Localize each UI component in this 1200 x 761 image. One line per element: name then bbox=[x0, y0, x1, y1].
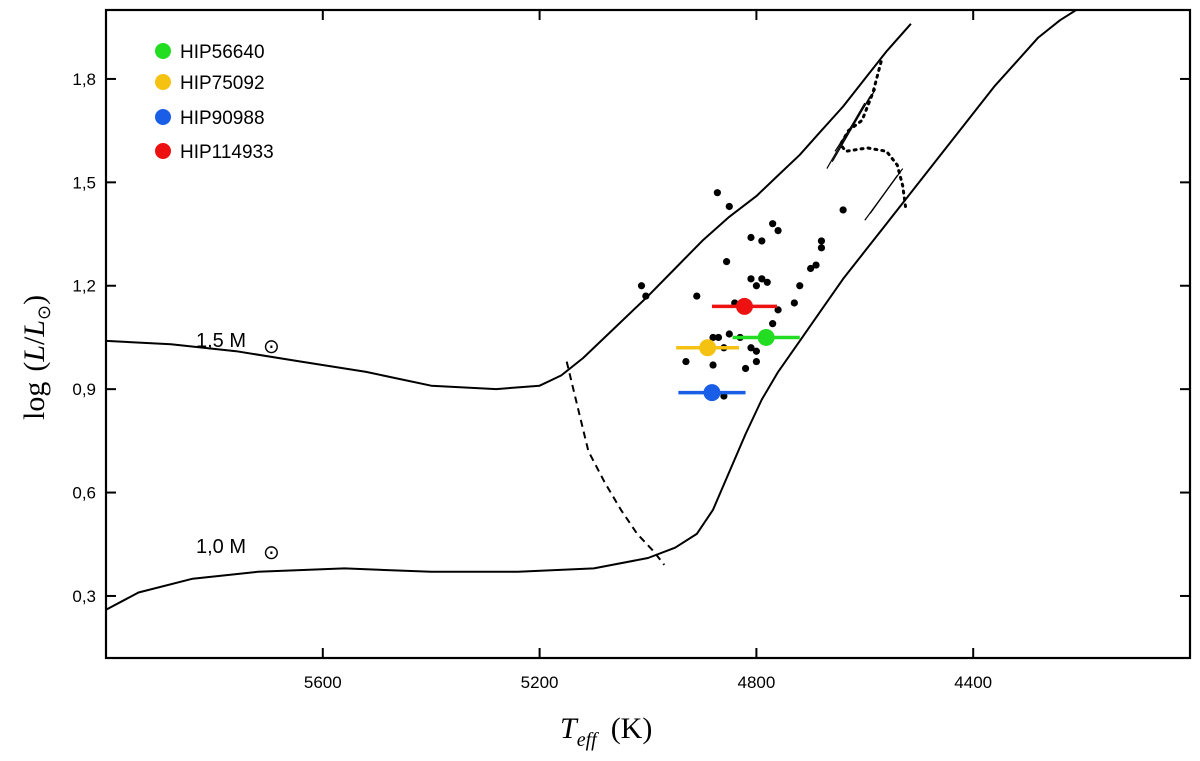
star-point-hip90988 bbox=[703, 384, 721, 402]
star-point-hip75092 bbox=[699, 339, 717, 357]
sample-star-point bbox=[682, 357, 690, 366]
star-hip114933 bbox=[711, 297, 777, 315]
star-point-hip114933 bbox=[735, 297, 753, 315]
y-tick-label: 0,9 bbox=[72, 380, 96, 399]
plot-frame bbox=[104, 8, 1192, 660]
legend-label-hip90988: HIP90988 bbox=[180, 108, 265, 129]
legend-item-hip56640: HIP56640 bbox=[155, 42, 265, 63]
track-label-1-0-text: 1,0 M bbox=[196, 536, 246, 558]
y-axis-title-close-paren: ) bbox=[18, 295, 51, 305]
track-label-1-0: 1,0 M ⊙ bbox=[196, 536, 280, 564]
sample-star-point bbox=[807, 264, 815, 273]
sample-star-point bbox=[725, 330, 733, 338]
sample-star-point bbox=[752, 282, 761, 290]
sample-star-point bbox=[817, 237, 826, 245]
x-tick-label: 5200 bbox=[521, 673, 559, 692]
x-axis-title-subscript: eff bbox=[577, 729, 599, 751]
y-axis-title-denominator: L bbox=[18, 320, 51, 338]
overlay-lower-thin-2 bbox=[869, 175, 898, 214]
sample-star-point bbox=[713, 189, 721, 197]
sample-star-point bbox=[796, 282, 804, 290]
y-axis-title-func: log bbox=[18, 382, 51, 420]
sample-star-point bbox=[642, 292, 650, 300]
sample-star-point bbox=[763, 278, 771, 286]
star-hip75092 bbox=[676, 339, 740, 357]
sample-star-point bbox=[774, 226, 782, 235]
star-hip90988 bbox=[678, 384, 746, 402]
legend-item-hip75092: HIP75092 bbox=[155, 73, 265, 94]
y-tick-label: 1,2 bbox=[72, 277, 96, 296]
sample-star-point bbox=[758, 275, 766, 283]
star-hip56640 bbox=[732, 328, 800, 346]
plot-area bbox=[106, 10, 1079, 611]
y-axis-title-numerator: L bbox=[18, 345, 51, 363]
x-tick-label: 5600 bbox=[304, 673, 342, 692]
legend-item-hip114933: HIP114933 bbox=[155, 142, 274, 163]
sample-star-point bbox=[637, 282, 646, 290]
y-axis-title: log(L/L⊙) bbox=[18, 295, 54, 420]
sample-star-point bbox=[747, 275, 755, 283]
x-tick-label: 4800 bbox=[737, 673, 775, 692]
legend-item-hip90988: HIP90988 bbox=[155, 108, 265, 129]
sample-star-point bbox=[812, 261, 820, 269]
legend-label-hip56640: HIP56640 bbox=[180, 42, 265, 63]
x-tick-label: 4400 bbox=[954, 673, 992, 692]
legend-marker-hip114933 bbox=[155, 143, 171, 159]
sample-star-point bbox=[709, 361, 717, 369]
legend: HIP56640 HIP75092 HIP90988 HIP114933 bbox=[155, 42, 274, 163]
highlighted-stars bbox=[676, 297, 800, 402]
track-label-1-0-sun-symbol: ⊙ bbox=[263, 542, 280, 564]
sample-star-point bbox=[714, 333, 723, 342]
sample-star-point bbox=[790, 299, 798, 307]
evolutionary-tracks bbox=[106, 10, 1079, 611]
sample-star-point bbox=[747, 344, 755, 352]
track-label-1-5-sun-symbol: ⊙ bbox=[263, 336, 280, 358]
track-label-1-5-text: 1,5 M bbox=[196, 330, 246, 352]
y-tick-label: 1,5 bbox=[72, 173, 96, 192]
y-axis-title-sun-symbol: ⊙ bbox=[34, 305, 54, 320]
track-label-1-5: 1,5 M ⊙ bbox=[196, 330, 280, 358]
sample-star-point bbox=[693, 292, 701, 300]
sample-star-point bbox=[839, 206, 847, 214]
legend-label-hip75092: HIP75092 bbox=[180, 73, 265, 94]
sample-star-point bbox=[752, 357, 761, 366]
y-axis-ticks: 0,3 0,6 0,9 1,2 1,5 1,8 bbox=[72, 70, 1190, 606]
legend-marker-hip56640 bbox=[155, 43, 171, 59]
sample-star-point bbox=[817, 244, 826, 252]
x-axis-title-unit: (K) bbox=[611, 712, 653, 745]
legend-label-hip114933: HIP114933 bbox=[180, 142, 274, 163]
sample-star-point bbox=[722, 258, 731, 266]
track-dashed bbox=[565, 361, 666, 566]
x-axis-ticks: 5600 5200 4800 4400 bbox=[304, 10, 992, 692]
sample-star-point bbox=[709, 333, 717, 342]
sample-star-point bbox=[747, 233, 755, 242]
sample-star-point bbox=[758, 237, 766, 245]
legend-marker-hip75092 bbox=[155, 74, 171, 90]
overlay-upper-thin-3 bbox=[826, 102, 866, 169]
sample-star-point bbox=[725, 202, 733, 211]
y-tick-label: 0,3 bbox=[72, 587, 96, 606]
track-overlays bbox=[826, 88, 904, 221]
track-1-0-m bbox=[106, 10, 1079, 611]
sample-star-point bbox=[769, 320, 777, 328]
sample-stars bbox=[637, 189, 847, 400]
y-axis-title-slash: / bbox=[18, 336, 51, 345]
legend-marker-hip90988 bbox=[155, 109, 171, 125]
x-axis-title-variable: T bbox=[560, 712, 579, 745]
sample-star-point bbox=[741, 364, 750, 373]
y-tick-label: 1,8 bbox=[72, 70, 96, 89]
sample-star-point bbox=[752, 347, 761, 355]
star-point-hip56640 bbox=[757, 328, 775, 346]
sample-star-point bbox=[769, 220, 777, 228]
y-tick-label: 0,6 bbox=[72, 484, 96, 503]
y-axis-title-open-paren: ( bbox=[18, 362, 51, 372]
x-axis-title: Teff (K) bbox=[560, 712, 652, 751]
track-dotted bbox=[838, 60, 907, 208]
